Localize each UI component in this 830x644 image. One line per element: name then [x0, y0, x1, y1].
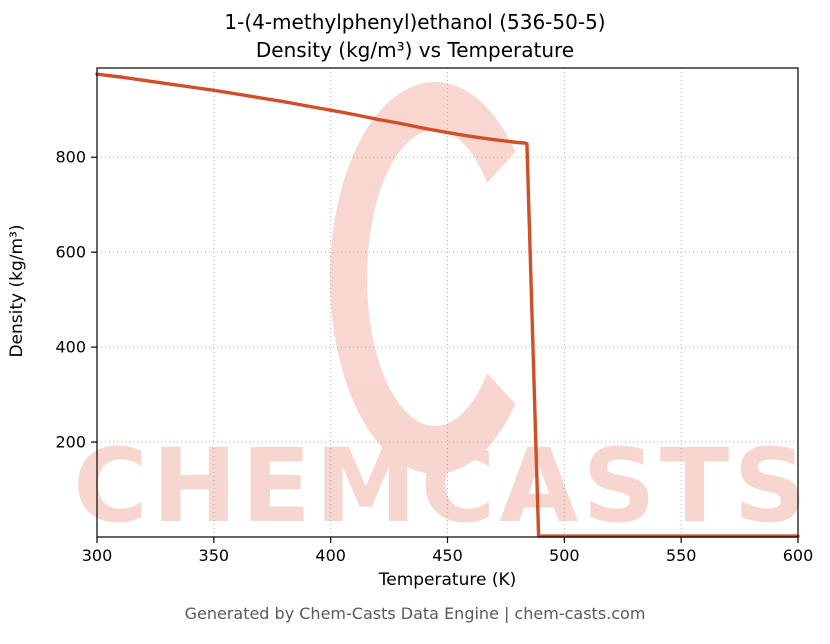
- grid-lines: [96, 68, 799, 537]
- y-tick-label: 200: [55, 433, 86, 452]
- chart-title: 1-(4-methylphenyl)ethanol (536-50-5) Den…: [0, 8, 830, 64]
- chart-title-line1: 1-(4-methylphenyl)ethanol (536-50-5): [224, 10, 606, 34]
- x-tick-label: 450: [432, 546, 463, 565]
- x-tick-label: 550: [666, 546, 697, 565]
- y-tick-label: 800: [55, 148, 86, 167]
- chart-title-line2: Density (kg/m³) vs Temperature: [255, 38, 575, 62]
- x-tick-label: 350: [199, 546, 230, 565]
- y-tick-label: 600: [55, 243, 86, 262]
- y-tick-label: 400: [55, 338, 86, 357]
- x-tick-label: 300: [82, 546, 113, 565]
- tick-marks: [91, 156, 799, 543]
- density-series-line: [95, 72, 800, 538]
- tick-labels: 300 350 400 450 500 550 600 200 400 600 800: [55, 148, 813, 565]
- watermark: CHEMCASTS: [73, 82, 811, 546]
- x-tick-label: 500: [549, 546, 580, 565]
- watermark-logo-c: [329, 82, 516, 475]
- x-tick-label: 400: [315, 546, 346, 565]
- y-axis-label: Density (kg/m³): [7, 224, 27, 358]
- footer-attribution: Generated by Chem-Casts Data Engine | ch…: [184, 604, 646, 623]
- x-tick-label: 600: [783, 546, 814, 565]
- x-axis-label: Temperature (K): [378, 570, 517, 590]
- watermark-text: CHEMCASTS: [73, 427, 811, 546]
